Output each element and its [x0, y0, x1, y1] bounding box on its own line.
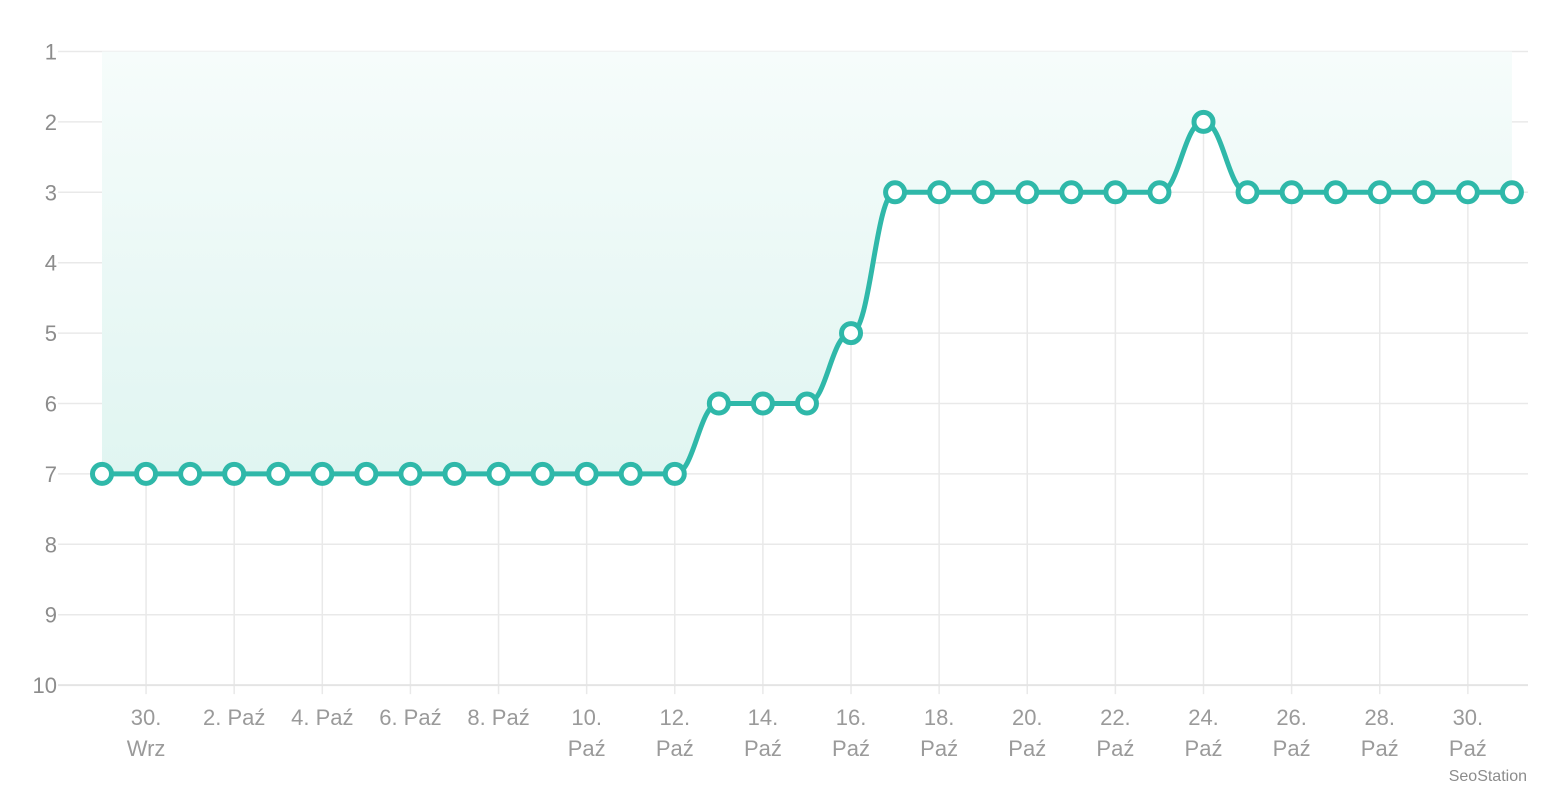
data-point	[1103, 180, 1128, 205]
data-point	[222, 461, 247, 486]
x-tick-label: 10. Paź	[568, 705, 606, 761]
data-point	[1455, 180, 1480, 205]
x-tick-label: 30. Paź	[1449, 705, 1487, 761]
data-point	[883, 180, 908, 205]
x-tick-label: 22. Paź	[1096, 705, 1134, 761]
data-point	[1015, 180, 1040, 205]
y-tick-label: 3	[45, 180, 57, 205]
area-shape	[102, 51, 1512, 474]
data-point	[1147, 180, 1172, 205]
y-tick-label: 7	[45, 462, 57, 487]
data-point	[1191, 109, 1216, 134]
data-point	[750, 391, 775, 416]
x-tick-label: 24. Paź	[1185, 705, 1223, 761]
data-points	[90, 109, 1524, 486]
data-point	[442, 461, 467, 486]
data-point	[1499, 180, 1524, 205]
x-tick-label: 14. Paź	[744, 705, 782, 761]
x-tick-label: 12. Paź	[656, 705, 694, 761]
data-point	[927, 180, 952, 205]
data-point	[1367, 180, 1392, 205]
y-tick-label: 6	[45, 392, 57, 417]
data-point	[1411, 180, 1436, 205]
x-tick-label: 20. Paź	[1008, 705, 1046, 761]
data-point	[90, 461, 114, 486]
data-point	[1059, 180, 1084, 205]
area-fill	[102, 51, 1512, 474]
y-tick-label: 5	[45, 321, 57, 346]
data-point	[266, 461, 291, 486]
data-point	[574, 461, 599, 486]
x-tick-label: 18. Paź	[920, 705, 958, 761]
credit-label[interactable]: SeoStation	[1449, 768, 1527, 785]
x-tick-label: 30. Wrz	[127, 705, 166, 761]
x-tick-label: 8. Paź	[467, 705, 529, 730]
x-tick-label: 6. Paź	[379, 705, 441, 730]
series-line	[99, 119, 1515, 477]
y-tick-label: 8	[45, 532, 57, 557]
y-tick-label: 4	[45, 251, 57, 276]
data-point	[398, 461, 423, 486]
x-axis-ticks: 30. Wrz 2. Paź 4. Paź 6. Paź 8. Paź 10. Paź 12. P…	[127, 705, 1487, 761]
x-tick-label: 26. Paź	[1273, 705, 1311, 761]
x-tick-label: 28. Paź	[1361, 705, 1399, 761]
y-tick-label: 10	[33, 673, 57, 698]
y-tick-label: 9	[45, 603, 57, 628]
x-tick-label: 16. Paź	[832, 705, 870, 761]
data-point	[486, 461, 511, 486]
data-point	[618, 461, 643, 486]
data-point	[706, 391, 731, 416]
data-point	[1279, 180, 1304, 205]
y-axis-ticks: 1 2 3 4 5 6 7 8 9 10	[33, 40, 57, 699]
data-point	[530, 461, 555, 486]
y-tick-label: 2	[45, 110, 57, 135]
data-point	[1323, 180, 1348, 205]
data-point	[354, 461, 379, 486]
y-tick-label: 1	[45, 40, 57, 65]
data-point	[310, 461, 335, 486]
series-path	[99, 119, 1515, 477]
x-tick-label: 4. Paź	[291, 705, 353, 730]
data-point	[839, 321, 864, 346]
x-tick-label: 2. Paź	[203, 705, 265, 730]
data-point	[134, 461, 159, 486]
data-point	[178, 461, 203, 486]
data-point	[662, 461, 687, 486]
data-point	[1235, 180, 1260, 205]
data-point	[794, 391, 819, 416]
data-point	[971, 180, 996, 205]
